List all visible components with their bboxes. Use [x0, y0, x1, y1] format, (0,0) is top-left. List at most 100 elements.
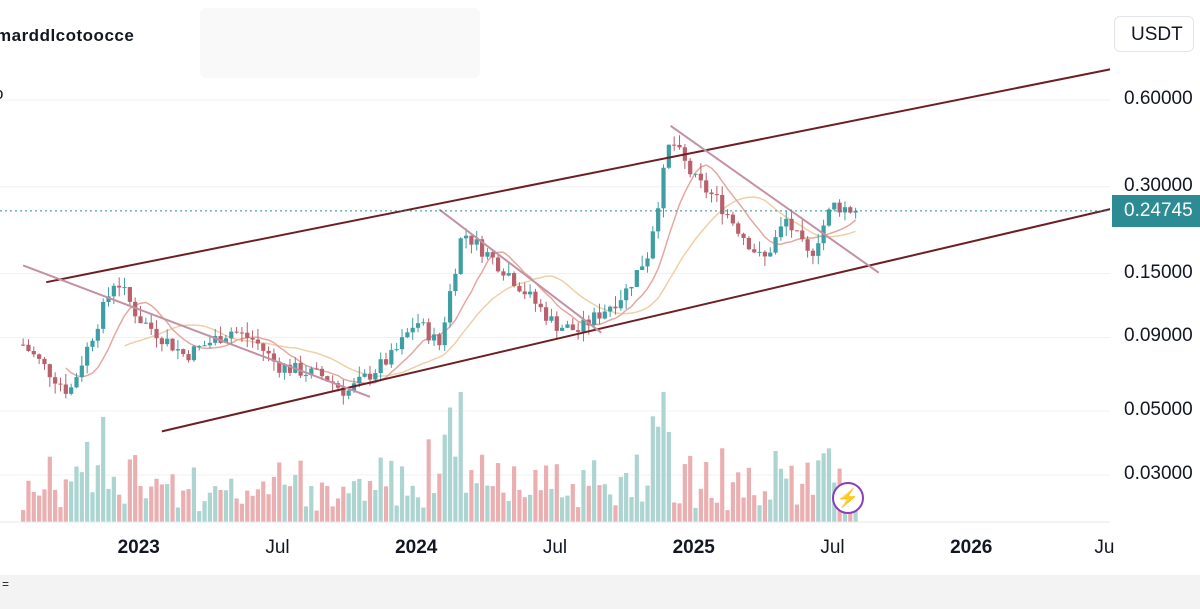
price-tick-label: 0.30000 [1124, 174, 1193, 196]
volume-bar [661, 392, 666, 522]
volume-bar [800, 483, 805, 522]
price-tick-label: 0.09000 [1124, 325, 1193, 347]
volume-bar [538, 490, 543, 522]
candle-down [154, 328, 159, 339]
volume-bar [730, 482, 735, 522]
candle-up [549, 316, 554, 321]
candle-down [186, 354, 191, 361]
volume-bar [85, 441, 90, 522]
candle-up [640, 266, 645, 271]
volume-bar [826, 448, 832, 522]
volume-bar [784, 478, 789, 522]
volume-bar [122, 503, 127, 522]
volume-bar [197, 511, 202, 522]
volume-bar [602, 484, 607, 522]
candle-up [773, 237, 778, 253]
candle-down [255, 339, 261, 344]
volume-bar [127, 459, 132, 522]
volume-bar [495, 463, 501, 522]
volume-bar [501, 492, 506, 522]
candle-up [415, 323, 421, 328]
volume-bar [816, 460, 821, 522]
time-tick-label: 2025 [672, 537, 715, 558]
price-tick-label: 0.60000 [1124, 88, 1193, 109]
volume-bar [789, 465, 794, 522]
volume-bar [282, 484, 287, 522]
candle-down [63, 384, 68, 394]
candle-down [789, 218, 794, 231]
currency-selector[interactable]: USDT [1114, 16, 1194, 52]
candle-up [645, 258, 650, 267]
candle-down [341, 387, 346, 396]
candle-down [21, 344, 26, 346]
volume-bar [165, 484, 170, 522]
volume-bar [298, 460, 303, 522]
volume-bar [506, 501, 511, 522]
candle-up [784, 218, 789, 227]
candle-down [698, 173, 703, 181]
candle-up [757, 251, 762, 253]
volume-bar [287, 486, 293, 522]
volume-bar [479, 454, 485, 522]
volume-bar [239, 503, 245, 522]
volume-bar [570, 483, 575, 522]
candle-down [479, 239, 485, 257]
volume-bar [431, 493, 437, 522]
candle-down [234, 331, 239, 333]
volume-bar [367, 481, 373, 522]
volume-bar [234, 498, 239, 522]
candle-down [314, 368, 319, 370]
candle-up [778, 226, 784, 238]
volume-bar [351, 481, 357, 522]
bottom-toolbar: = [0, 575, 1200, 609]
candle-down [37, 354, 42, 359]
volume-bar [133, 455, 138, 522]
volume-bar [410, 485, 415, 522]
volume-bar [181, 490, 186, 522]
candle-up [656, 208, 661, 232]
candle-down [517, 285, 522, 292]
volume-bar [752, 495, 757, 522]
volume-bar [725, 510, 730, 522]
volume-bar [255, 489, 261, 522]
candles [21, 135, 858, 405]
lightning-icon[interactable]: ⚡ [832, 482, 864, 514]
candle-up [485, 252, 490, 257]
price-axis[interactable] [1110, 0, 1200, 540]
candle-up [95, 328, 100, 341]
volume-bar [442, 434, 447, 522]
candle-down [554, 316, 559, 331]
volume-bar [704, 462, 709, 522]
candle-down [672, 144, 677, 146]
volume-bar [330, 506, 335, 522]
volume-bar [335, 498, 341, 522]
symbol-title[interactable]: marddlcotoocce [0, 26, 135, 45]
candle-down [47, 364, 52, 378]
candle-down [746, 237, 751, 250]
candle-up [106, 296, 111, 303]
candle-down [810, 250, 816, 256]
volume-bar [149, 486, 154, 522]
candle-up [666, 144, 671, 168]
volume-bar [63, 479, 68, 522]
candle-up [165, 338, 170, 345]
volume-bar [277, 462, 282, 522]
volume-bar [634, 454, 639, 522]
candle-up [405, 332, 410, 338]
volume-bar [677, 503, 682, 522]
candle-down [437, 334, 442, 346]
volume-bar [805, 462, 810, 522]
volume-bar [213, 486, 218, 522]
candle-down [741, 233, 746, 238]
volume-bar [592, 460, 597, 522]
volume-bar [117, 494, 122, 522]
volume-bar [709, 497, 714, 522]
candle-down [762, 251, 768, 257]
candle-up [853, 210, 858, 213]
candle-down [250, 337, 255, 340]
volume-bar [26, 480, 31, 522]
candle-up [581, 319, 586, 332]
candle-up [122, 287, 127, 289]
candle-up [592, 312, 597, 326]
